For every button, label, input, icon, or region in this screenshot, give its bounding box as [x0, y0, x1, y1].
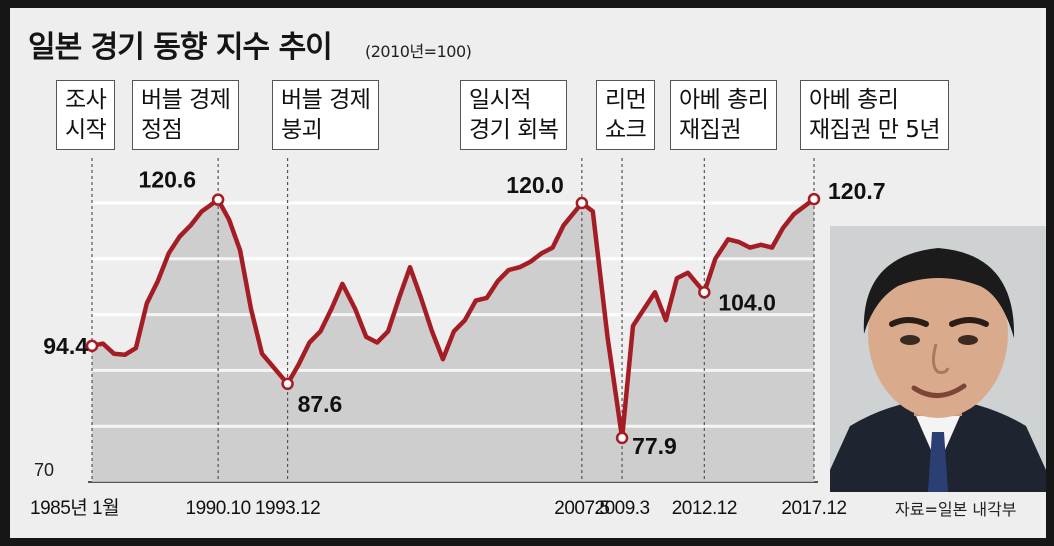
data-point-marker	[807, 192, 821, 206]
event-annotation-line: 조사	[65, 87, 107, 113]
portrait-photo	[830, 226, 1046, 492]
event-annotation-line: 재집권	[679, 117, 741, 143]
x-tick-label: 1993.12	[255, 498, 320, 519]
x-tick-label: 2009.3	[595, 498, 650, 519]
data-point-marker	[615, 431, 629, 445]
event-annotation-line: 일시적	[469, 87, 531, 113]
event-annotation-line: 붕괴	[281, 117, 323, 143]
data-point-marker	[281, 377, 294, 391]
data-point-marker	[85, 339, 99, 353]
event-annotation-line: 시작	[65, 117, 107, 143]
x-tick-label: 2017.12	[781, 498, 846, 519]
event-annotation-line: 아베 총리	[679, 87, 769, 113]
x-tick-label: 2007.5	[554, 498, 609, 519]
event-annotation-line: 버블 경제	[141, 87, 231, 113]
x-tick-label: 2012.12	[672, 498, 737, 519]
event-annotation-line: 경기 회복	[469, 117, 559, 143]
event-annotation-line: 버블 경제	[281, 87, 371, 113]
data-label: 77.9	[632, 433, 677, 459]
data-point-marker	[698, 286, 711, 299]
chart-frame: 94.4 120.6 87.6 120.0 77.9 104.0 120.7 70 1985년 …	[10, 8, 1046, 538]
data-point-marker	[575, 196, 589, 210]
data-label: 87.6	[298, 391, 343, 417]
event-annotation-line: 아베 총리	[809, 87, 899, 113]
data-label: 94.4	[43, 333, 88, 359]
event-annotation-line: 정점	[141, 117, 183, 143]
x-tick-label: 1990.10	[186, 498, 251, 519]
chart-subtitle: (2010년=100)	[365, 42, 472, 61]
data-label: 120.0	[506, 172, 564, 198]
y-tick-label: 70	[34, 460, 54, 480]
data-label: 120.6	[139, 167, 197, 193]
series-line	[89, 196, 817, 441]
data-label: 104.0	[718, 289, 776, 315]
source-note: 자료=일본 내각부	[895, 500, 1017, 519]
data-point-marker	[211, 193, 225, 206]
event-annotation-line: 재집권 만 5년	[809, 117, 941, 143]
event-annotation-line: 리먼	[605, 87, 647, 113]
event-annotation-line: 쇼크	[605, 117, 647, 143]
x-tick-label: 1985년 1월	[30, 497, 119, 519]
chart-title: 일본 경기 동향 지수 추이	[28, 30, 333, 65]
chart-svg: 94.4 120.6 87.6 120.0 77.9 104.0 120.7 70 1985년 …	[30, 158, 886, 519]
area-fill	[92, 199, 814, 482]
data-label: 120.7	[828, 178, 886, 204]
